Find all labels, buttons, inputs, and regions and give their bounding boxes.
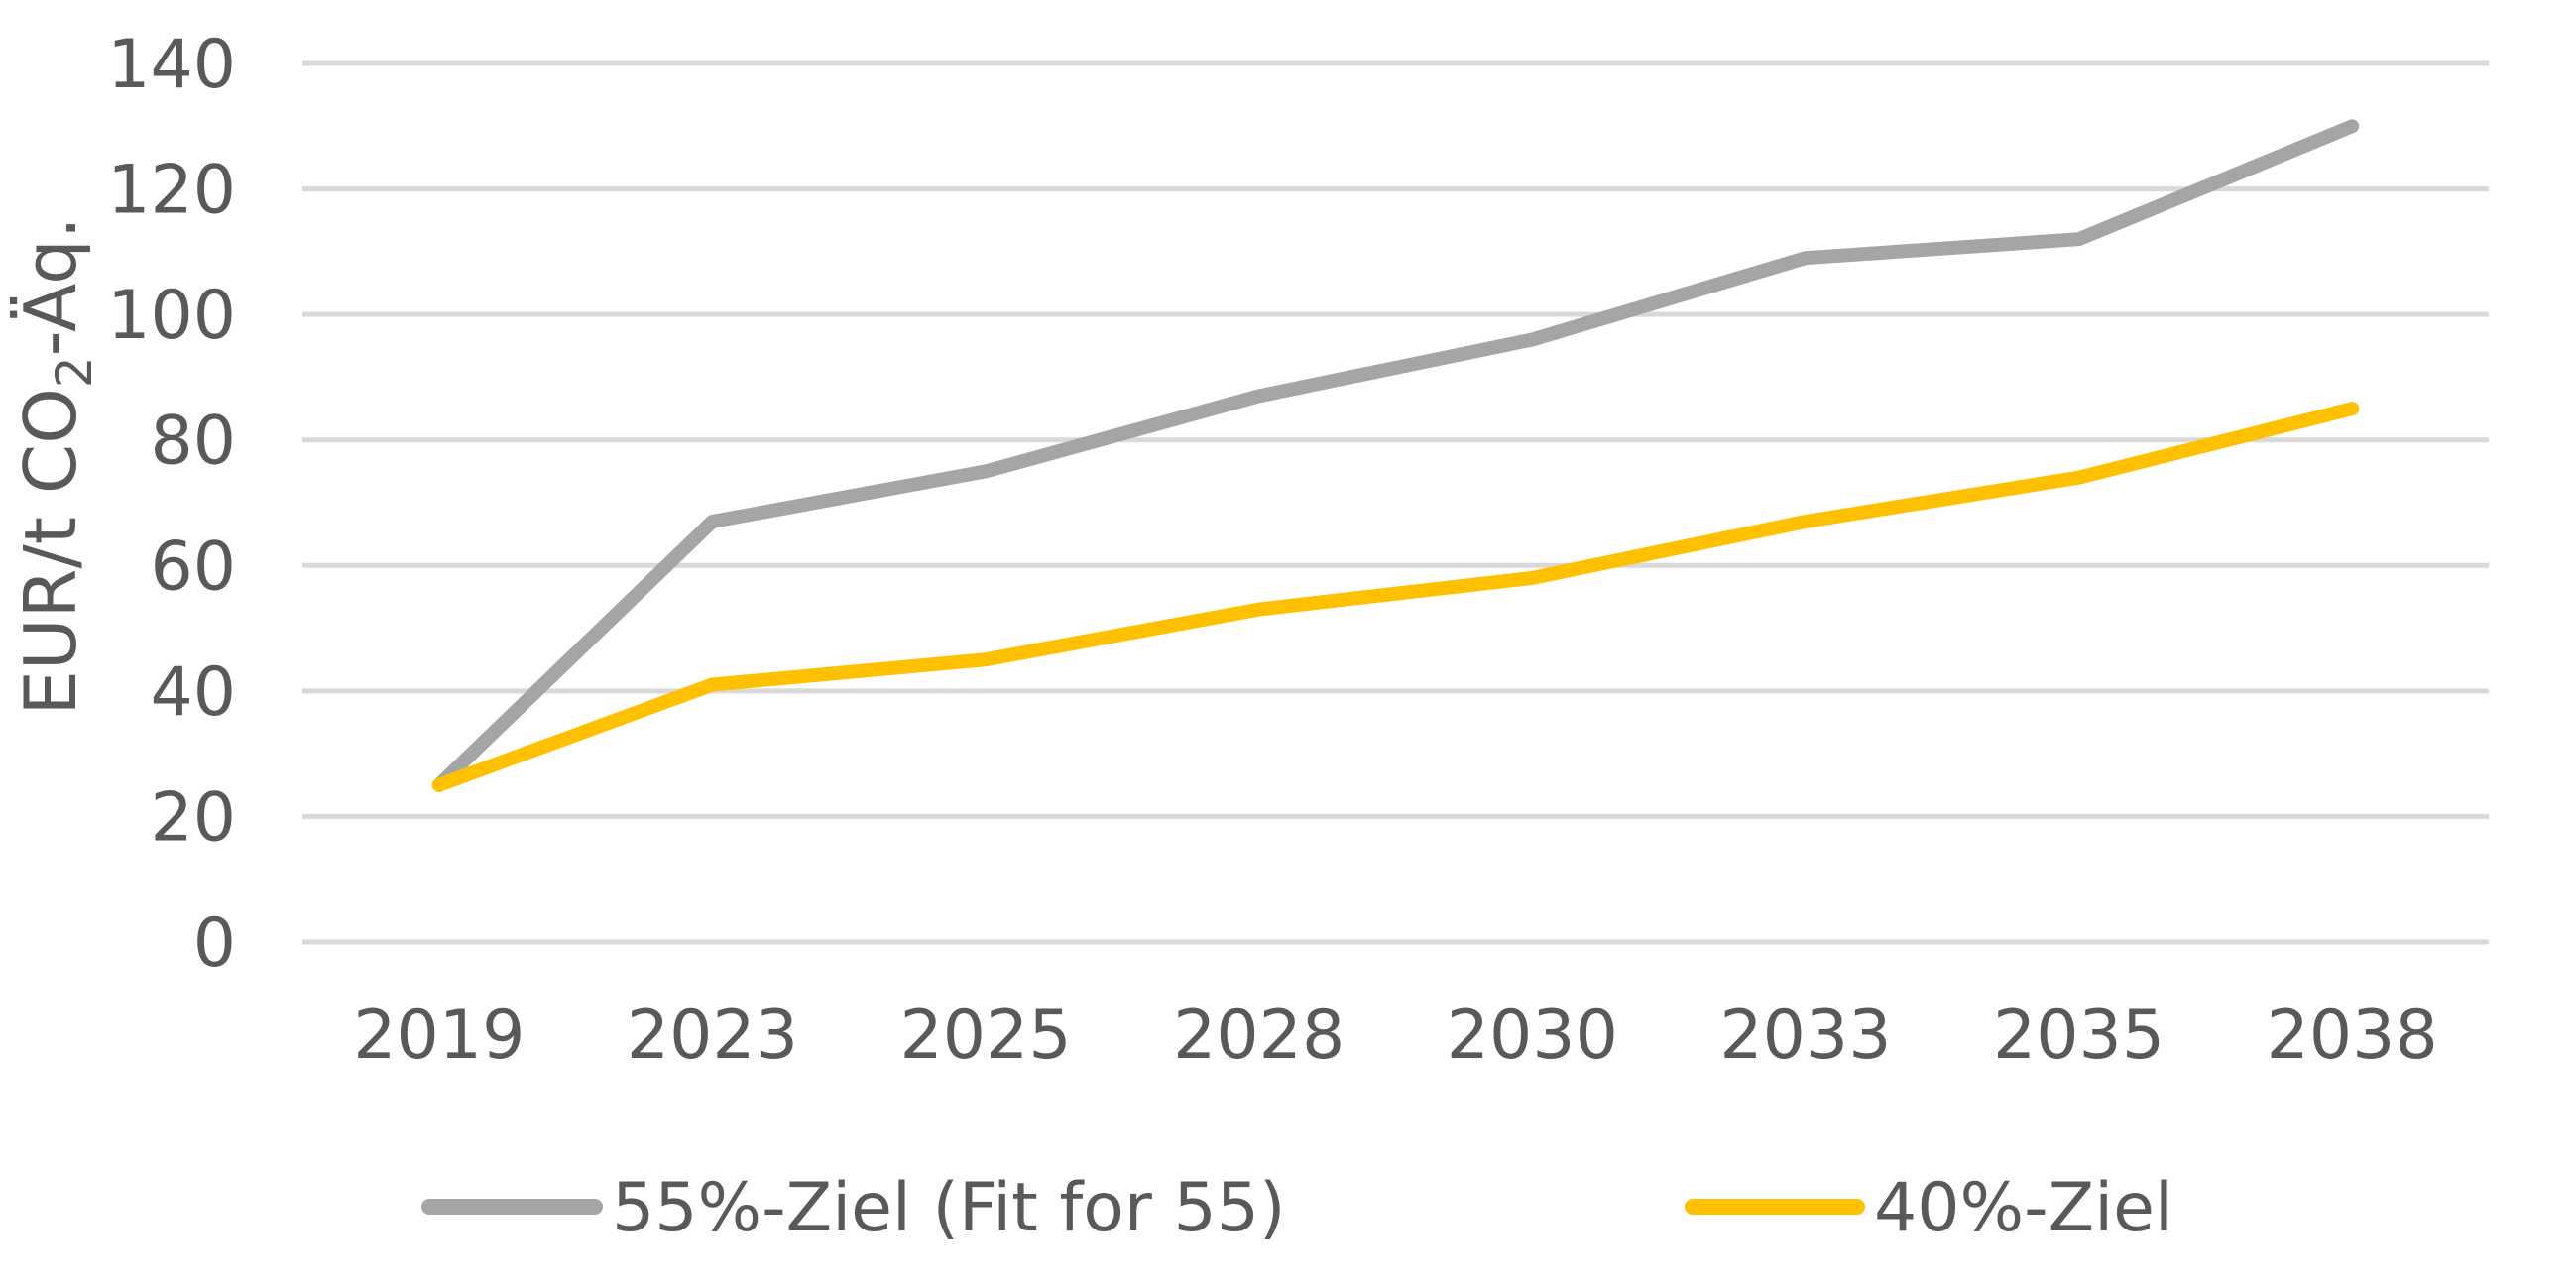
x-tick-label: 2035 [1993, 996, 2165, 1075]
x-tick-label: 2019 [353, 996, 525, 1075]
x-tick-label: 2030 [1447, 996, 1618, 1075]
x-tick-label: 2038 [2267, 996, 2438, 1075]
y-tick-label: 60 [150, 527, 236, 606]
y-tick-label: 80 [150, 403, 236, 481]
series-line-2 [431, 402, 2360, 792]
y-tick-label: 20 [150, 778, 236, 857]
x-tick-label: 2028 [1173, 996, 1345, 1075]
x-axis-ticks: 2019 2023 2025 2028 2030 2033 2035 2038 [353, 996, 2437, 1075]
y-axis-title: EUR/t CO2-Äq. [9, 216, 103, 715]
series-line-1 [431, 119, 2360, 792]
y-tick-label: 140 [107, 26, 236, 104]
y-tick-label: 120 [107, 152, 236, 230]
x-tick-label: 2033 [1719, 996, 1891, 1075]
legend-label-2: 40%-Ziel [1874, 1169, 2173, 1247]
gridlines [302, 60, 2489, 945]
legend: 55%-Ziel (Fit for 55) 40%-Ziel [421, 1169, 2173, 1247]
y-tick-label: 0 [193, 904, 236, 983]
x-tick-label: 2023 [627, 996, 798, 1075]
series-lines [431, 119, 2360, 792]
y-tick-label: 100 [107, 277, 236, 355]
legend-label-1: 55%-Ziel (Fit for 55) [612, 1169, 1286, 1247]
x-tick-label: 2025 [900, 996, 1072, 1075]
y-axis-ticks: 0 20 40 60 80 100 120 140 [107, 26, 236, 983]
y-tick-label: 40 [150, 653, 236, 732]
